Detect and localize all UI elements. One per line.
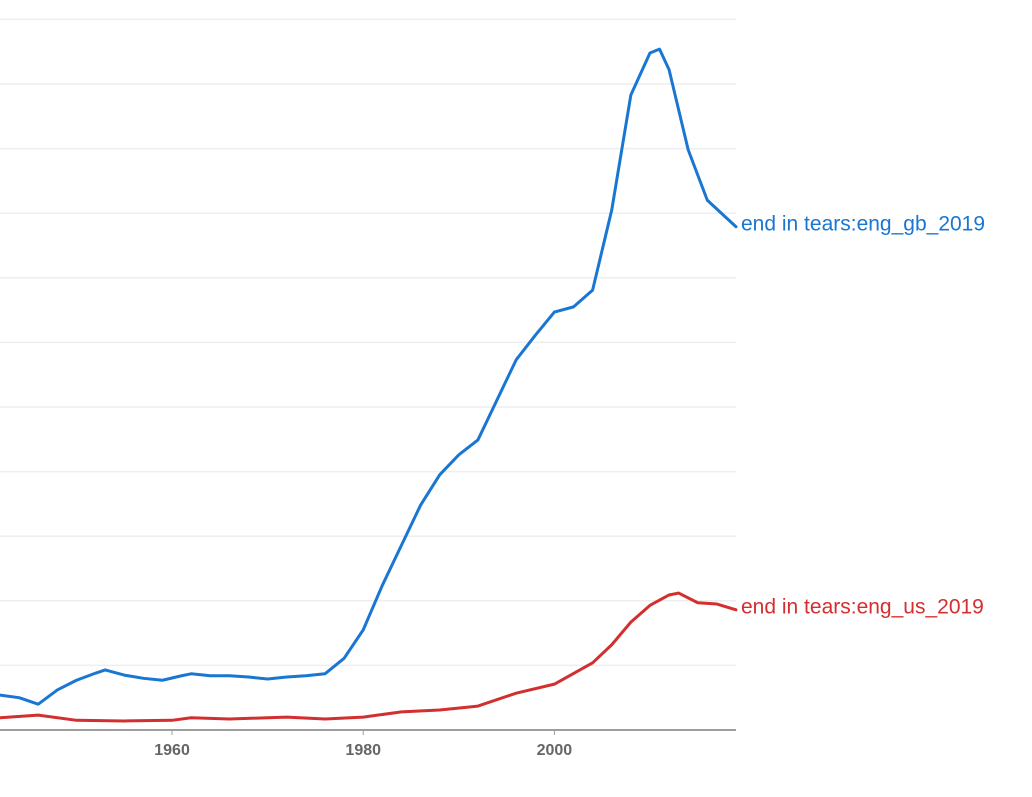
x-tick-label: 2000: [537, 742, 573, 759]
series-label: end in tears:eng_gb_2019: [741, 212, 985, 235]
x-tick-label: 1960: [154, 742, 190, 759]
series-line: [0, 47, 738, 706]
series-line: [0, 591, 738, 723]
series-label: end in tears:eng_us_2019: [741, 595, 984, 618]
x-tick-label: 1980: [345, 742, 381, 759]
